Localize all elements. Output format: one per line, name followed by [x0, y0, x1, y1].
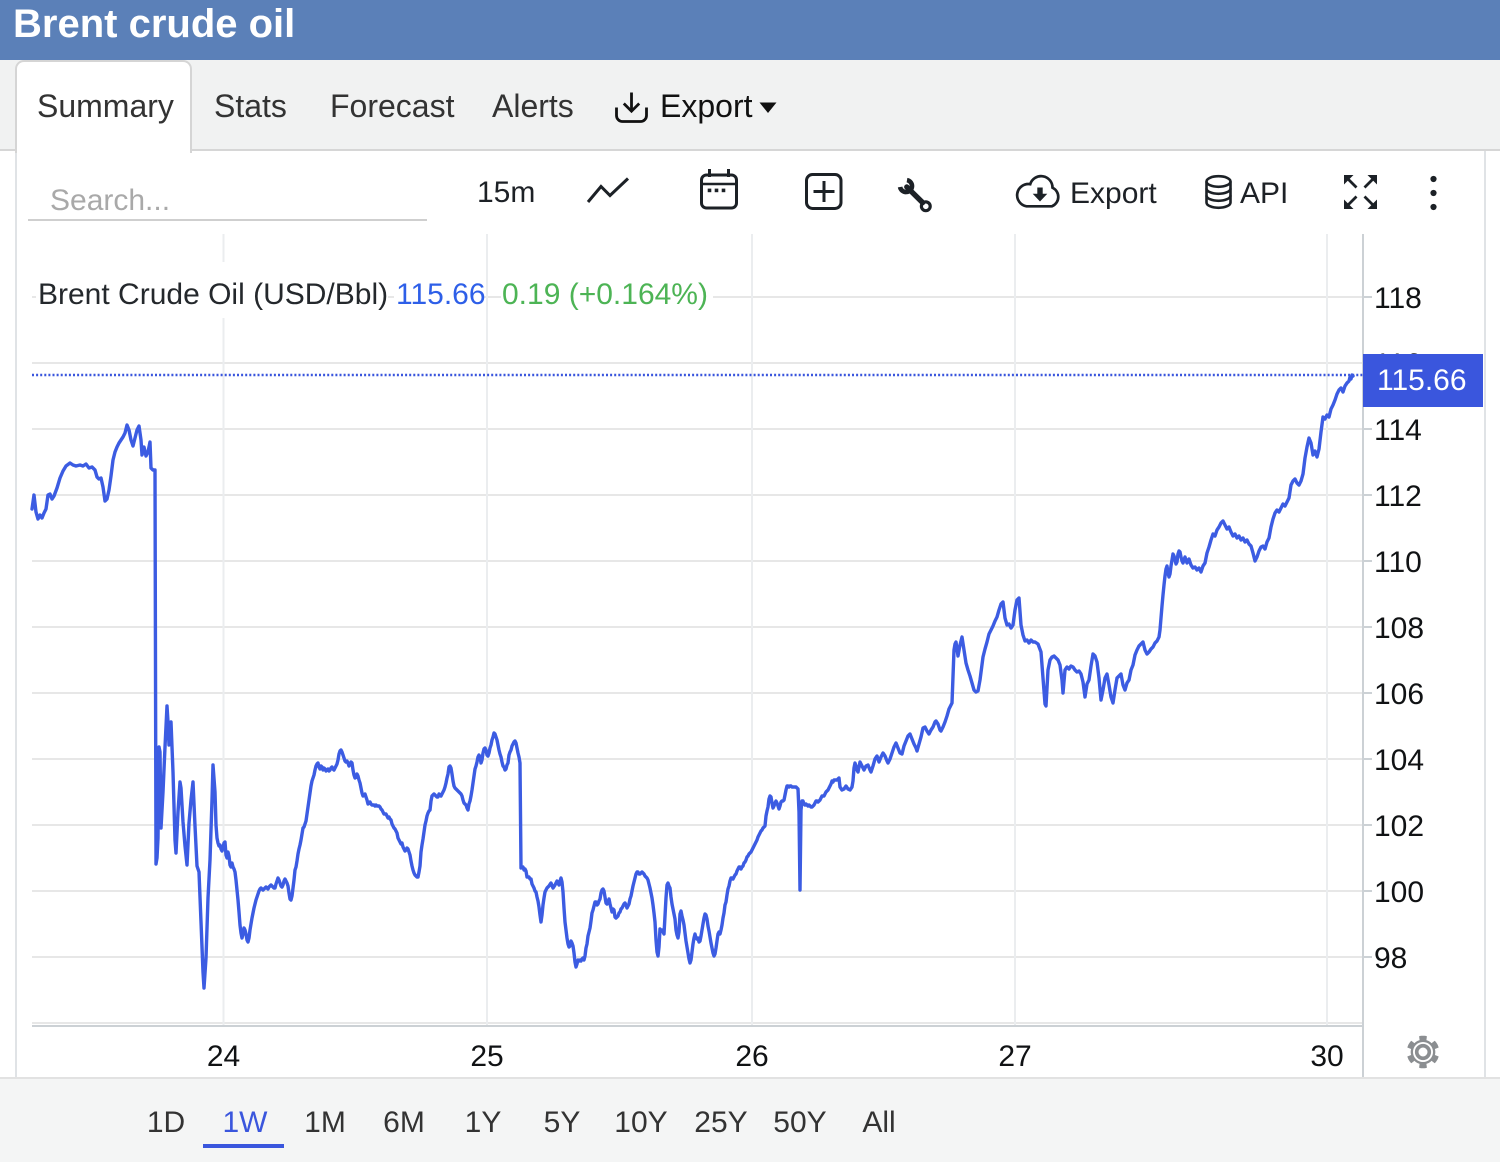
svg-text:98: 98 [1374, 942, 1407, 975]
svg-text:102: 102 [1374, 810, 1424, 843]
svg-text:26: 26 [735, 1040, 768, 1073]
svg-text:104: 104 [1374, 744, 1424, 777]
svg-text:106: 106 [1374, 678, 1424, 711]
svg-text:24: 24 [207, 1040, 240, 1073]
svg-text:112: 112 [1374, 480, 1422, 513]
svg-text:30: 30 [1310, 1040, 1343, 1073]
svg-text:25: 25 [470, 1040, 503, 1073]
svg-text:108: 108 [1374, 612, 1424, 645]
svg-text:27: 27 [998, 1040, 1031, 1073]
svg-text:114: 114 [1374, 414, 1422, 447]
svg-text:100: 100 [1374, 876, 1424, 909]
svg-text:110: 110 [1374, 546, 1422, 579]
svg-text:118: 118 [1374, 282, 1422, 315]
